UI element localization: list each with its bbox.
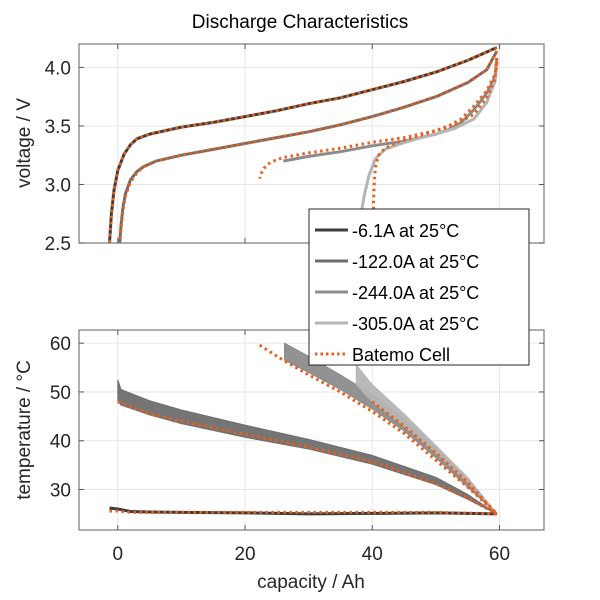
legend-label: -6.1A at 25°C xyxy=(352,221,459,241)
temperature-axes: 0 20 40 60 30 40 50 60 temperature / °C capacit… xyxy=(14,329,545,593)
chart-title: Discharge Characteristics xyxy=(192,12,408,33)
y-tick-label: 3.5 xyxy=(45,117,71,138)
legend-box xyxy=(308,208,530,366)
temperature-bands xyxy=(117,342,498,515)
voltage-ticks: 2.5 3.0 3.5 4.0 xyxy=(45,44,544,255)
temperature-ticks: 0 20 40 60 30 40 50 60 xyxy=(50,330,544,565)
capacity-xlabel: capacity / Ah xyxy=(257,572,365,593)
legend-label: -244.0A at 25°C xyxy=(352,283,479,303)
series-batemo-cell-122a xyxy=(117,400,498,516)
y-tick-label: 30 xyxy=(50,481,71,502)
x-tick-label: 60 xyxy=(489,544,510,565)
y-tick-label: 3.0 xyxy=(45,175,71,196)
temperature-ylabel: temperature / °C xyxy=(14,360,35,500)
legend-label: -305.0A at 25°C xyxy=(352,314,479,334)
band-122-0a-at-25-c xyxy=(117,379,498,515)
voltage-ylabel: voltage / V xyxy=(14,98,35,188)
y-tick-label: 40 xyxy=(50,432,71,453)
x-tick-label: 40 xyxy=(362,544,383,565)
series-batemo-cell-244a xyxy=(258,343,498,516)
series-305-0a-at-25-c xyxy=(359,61,499,223)
series-batemo-cell-6-1a xyxy=(109,509,497,516)
series-batemo-cell-305a xyxy=(371,400,499,515)
y-tick-label: 60 xyxy=(50,334,71,355)
legend: -6.1A at 25°C -122.0A at 25°C -244.0A at 2… xyxy=(308,208,530,366)
series-batemo-cell-122a xyxy=(118,50,499,243)
series-batemo-cell-6-1a xyxy=(108,46,498,243)
legend-label: -122.0A at 25°C xyxy=(352,252,479,272)
y-tick-label: 4.0 xyxy=(45,58,71,79)
voltage-lines xyxy=(108,46,499,243)
y-tick-label: 50 xyxy=(50,383,71,404)
y-tick-label: 2.5 xyxy=(45,234,71,255)
legend-label: Batemo Cell xyxy=(352,345,450,365)
band-305-0a-at-25-c xyxy=(355,363,498,515)
x-tick-label: 0 xyxy=(113,544,124,565)
x-tick-label: 20 xyxy=(234,544,255,565)
temperature-lines xyxy=(109,343,499,516)
